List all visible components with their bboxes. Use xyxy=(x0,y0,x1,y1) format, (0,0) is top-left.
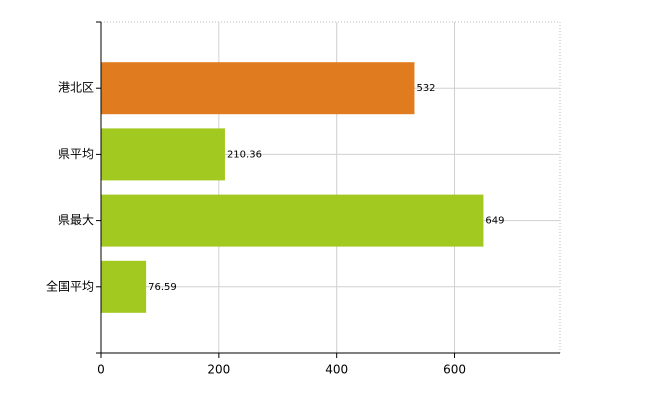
value-label: 649 xyxy=(485,216,504,227)
x-tick-label: 600 xyxy=(443,363,466,377)
value-label: 76.59 xyxy=(148,282,177,293)
y-tick-label: 県最大 xyxy=(58,213,94,227)
y-tick-label: 全国平均 xyxy=(46,278,94,293)
x-tick-label: 200 xyxy=(207,363,230,377)
bar xyxy=(101,194,484,247)
y-tick-label: 港北区 xyxy=(58,81,94,95)
value-label: 210.36 xyxy=(227,149,262,160)
y-tick-label: 県平均 xyxy=(58,147,94,161)
bar xyxy=(101,128,225,181)
x-tick-label: 0 xyxy=(97,363,105,377)
x-tick-label: 400 xyxy=(325,363,348,377)
bar xyxy=(101,62,415,115)
value-label: 532 xyxy=(416,83,435,94)
bar xyxy=(101,260,147,313)
